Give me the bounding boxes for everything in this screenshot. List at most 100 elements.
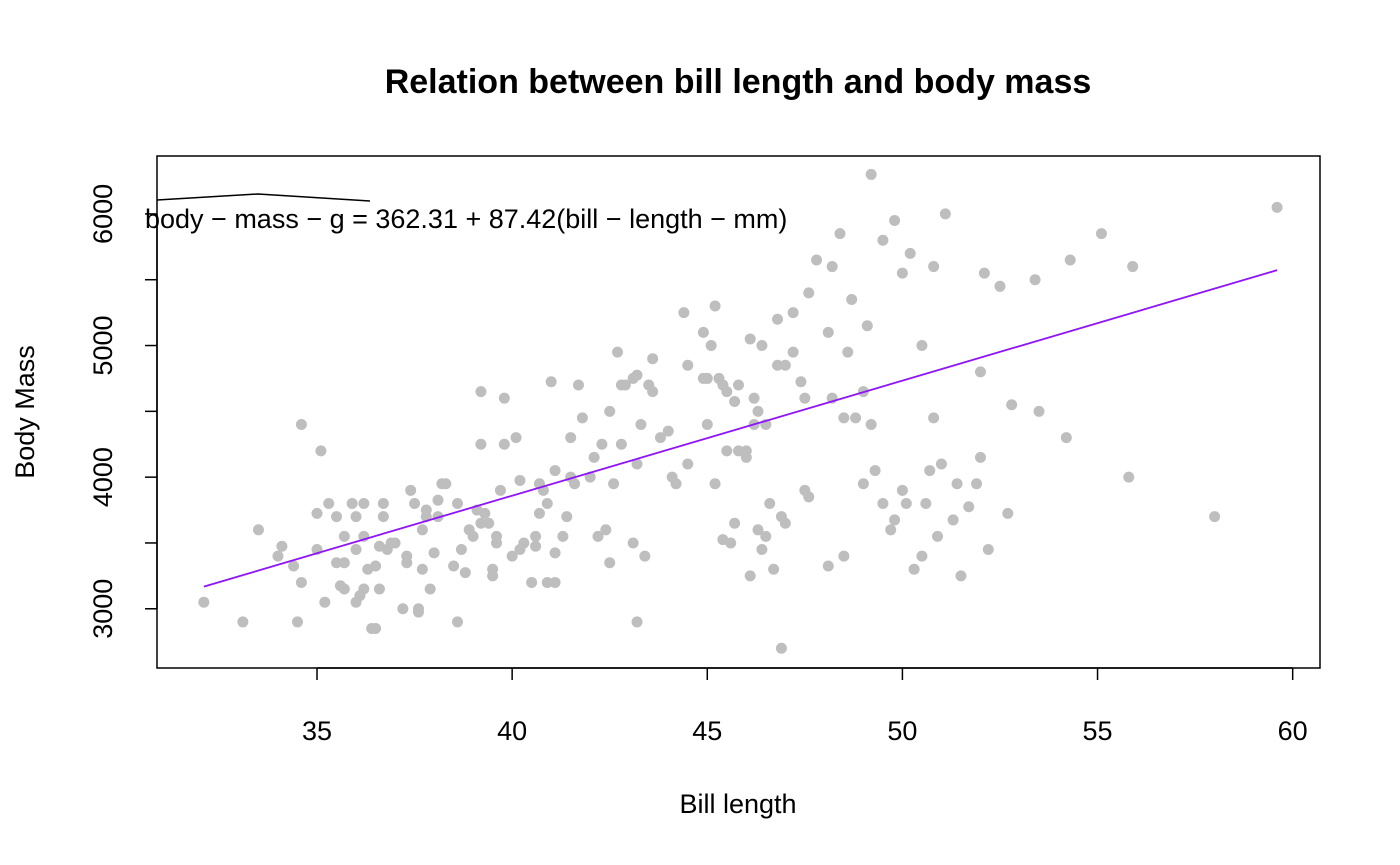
- data-point: [604, 405, 616, 417]
- data-point: [498, 392, 510, 404]
- data-point: [561, 511, 573, 523]
- data-point: [452, 497, 464, 509]
- data-point: [775, 642, 787, 654]
- data-point: [721, 386, 733, 398]
- data-point: [416, 563, 428, 575]
- data-point: [682, 458, 694, 470]
- y-tick-label: 4000: [88, 447, 118, 507]
- data-point: [779, 359, 791, 371]
- data-point: [889, 214, 901, 226]
- data-point: [647, 386, 659, 398]
- data-point: [803, 491, 815, 503]
- data-point: [1127, 261, 1139, 273]
- x-tick-label: 35: [302, 716, 332, 746]
- equation-annotation: body − mass − g = 362.31 + 87.42(bill − …: [145, 193, 787, 234]
- y-tick-label: 6000: [88, 184, 118, 244]
- data-point: [389, 537, 401, 549]
- data-point: [350, 511, 362, 523]
- data-point: [475, 517, 487, 529]
- data-point: [822, 560, 834, 572]
- data-point: [916, 340, 928, 352]
- data-point: [877, 234, 889, 246]
- data-point: [978, 267, 990, 279]
- data-point: [635, 419, 647, 431]
- data-point: [756, 544, 768, 556]
- x-tick-label: 45: [692, 716, 722, 746]
- data-point: [592, 530, 604, 542]
- data-point: [350, 544, 362, 556]
- points-layer: [198, 168, 1283, 654]
- data-point: [1029, 274, 1041, 286]
- data-point: [896, 267, 908, 279]
- data-point: [432, 494, 444, 506]
- x-tick-label: 60: [1278, 716, 1308, 746]
- data-point: [506, 550, 518, 562]
- y-tick-label: 5000: [88, 315, 118, 375]
- data-point: [397, 603, 409, 615]
- data-point: [721, 445, 733, 457]
- data-point: [588, 451, 600, 463]
- data-point: [498, 438, 510, 450]
- data-point: [416, 524, 428, 536]
- data-point: [615, 438, 627, 450]
- data-point: [768, 563, 780, 575]
- data-point: [994, 280, 1006, 292]
- data-point: [604, 557, 616, 569]
- data-point: [654, 432, 666, 444]
- data-point: [846, 293, 858, 305]
- data-point: [974, 451, 986, 463]
- data-point: [865, 419, 877, 431]
- data-point: [971, 478, 983, 490]
- data-point: [288, 560, 300, 572]
- data-point: [647, 353, 659, 365]
- x-tick-label: 40: [497, 716, 527, 746]
- data-point: [744, 570, 756, 582]
- data-point: [448, 560, 460, 572]
- data-point: [748, 392, 760, 404]
- data-point: [725, 537, 737, 549]
- data-point: [904, 247, 916, 259]
- data-point: [1006, 399, 1018, 411]
- data-point: [627, 537, 639, 549]
- data-point: [459, 567, 471, 579]
- data-point: [494, 484, 506, 496]
- data-point: [428, 547, 440, 559]
- data-point: [826, 261, 838, 273]
- data-point: [401, 557, 413, 569]
- data-point: [565, 432, 577, 444]
- data-point: [455, 544, 467, 556]
- data-point: [889, 514, 901, 526]
- data-point: [338, 557, 350, 569]
- data-point: [311, 507, 323, 519]
- data-point: [483, 517, 495, 529]
- data-point: [1060, 432, 1072, 444]
- data-point: [787, 307, 799, 319]
- x-tick-label: 55: [1083, 716, 1113, 746]
- data-point: [276, 540, 288, 552]
- data-point: [974, 366, 986, 378]
- data-point: [358, 583, 370, 595]
- data-point: [557, 530, 569, 542]
- data-point: [541, 576, 553, 588]
- data-point: [705, 340, 717, 352]
- data-point: [1271, 201, 1283, 213]
- data-point: [319, 596, 331, 608]
- data-point: [323, 497, 335, 509]
- data-point: [803, 287, 815, 299]
- data-point: [1123, 471, 1135, 483]
- y-axis-label: Body Mass: [10, 345, 40, 479]
- data-point: [377, 497, 389, 509]
- data-point: [787, 346, 799, 358]
- data-point: [541, 497, 553, 509]
- x-axis: 35 40 45 50 55 60: [302, 667, 1308, 746]
- data-point: [530, 530, 542, 542]
- data-point: [475, 386, 487, 398]
- data-point: [869, 465, 881, 477]
- data-point: [370, 623, 382, 635]
- data-point: [596, 438, 608, 450]
- data-point: [916, 550, 928, 562]
- data-point: [346, 497, 358, 509]
- data-point: [631, 458, 643, 470]
- data-point: [799, 392, 811, 404]
- data-point: [939, 208, 951, 220]
